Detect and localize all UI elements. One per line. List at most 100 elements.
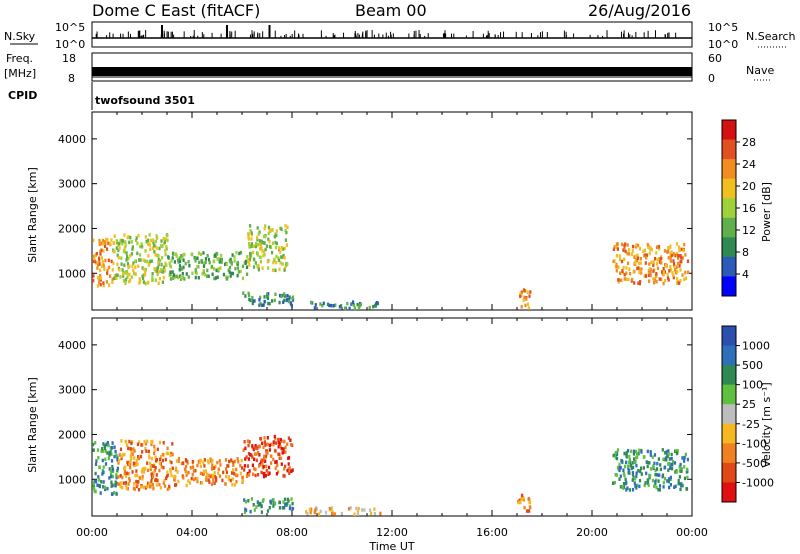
scatter-cell bbox=[279, 226, 282, 231]
scatter-cell bbox=[116, 455, 119, 460]
scatter-cell bbox=[262, 471, 265, 476]
scatter-cell bbox=[110, 484, 113, 488]
scatter-cell bbox=[125, 251, 128, 255]
scatter-cell bbox=[247, 499, 250, 503]
scatter-cell bbox=[671, 253, 674, 257]
scatter-cell bbox=[678, 248, 681, 252]
scatter-cell bbox=[129, 254, 132, 258]
scatter-cell bbox=[662, 457, 665, 462]
scatter-cell bbox=[635, 474, 638, 479]
scatter-cell bbox=[216, 257, 219, 261]
velocity-ylabel: Slant Range [km] bbox=[26, 377, 39, 473]
scatter-cell bbox=[241, 479, 245, 483]
scatter-cell bbox=[632, 449, 636, 454]
scatter-cell bbox=[267, 471, 270, 475]
scatter-cell bbox=[275, 233, 278, 238]
scatter-cell bbox=[233, 459, 236, 464]
scatter-cell bbox=[163, 265, 166, 269]
scatter-cell bbox=[250, 242, 253, 246]
scatter-cell bbox=[666, 276, 670, 280]
scatter-cell bbox=[192, 465, 195, 469]
scatter-cell bbox=[207, 274, 210, 278]
scatter-cell bbox=[254, 244, 258, 249]
scatter-cell bbox=[158, 276, 161, 281]
nsky-tick-bottom: 10^0 bbox=[55, 38, 85, 51]
scatter-cell bbox=[130, 275, 133, 279]
scatter-cell bbox=[166, 446, 169, 451]
scatter-cell bbox=[283, 298, 286, 303]
scatter-cell bbox=[154, 253, 157, 257]
scatter-cell bbox=[268, 448, 271, 452]
scatter-cell bbox=[245, 474, 249, 478]
scatter-cell bbox=[272, 502, 275, 506]
scatter-cell bbox=[274, 449, 277, 453]
scatter-cell bbox=[324, 510, 328, 515]
scatter-cell bbox=[638, 267, 641, 271]
scatter-cell bbox=[249, 229, 252, 233]
date-title: 26/Aug/2016 bbox=[588, 1, 691, 20]
scatter-cell bbox=[231, 482, 234, 487]
scatter-cell bbox=[246, 472, 249, 476]
scatter-cell bbox=[634, 260, 637, 265]
scatter-cell bbox=[92, 442, 95, 447]
scatter-cell bbox=[285, 230, 288, 235]
scatter-cell bbox=[281, 262, 284, 266]
scatter-cell bbox=[628, 252, 631, 256]
scatter-cell bbox=[224, 482, 227, 486]
scatter-cell bbox=[153, 468, 157, 473]
scatter-cell bbox=[279, 456, 283, 460]
scatter-cell bbox=[653, 484, 656, 488]
scatter-cell bbox=[169, 272, 172, 277]
scatter-cell bbox=[134, 473, 137, 478]
scatter-cell bbox=[649, 450, 652, 454]
scatter-cell bbox=[278, 300, 281, 305]
scatter-cell bbox=[209, 457, 212, 461]
scatter-cell bbox=[286, 501, 289, 506]
scatter-cell bbox=[181, 267, 184, 271]
scatter-cell bbox=[198, 260, 201, 265]
scatter-cell bbox=[165, 247, 168, 251]
colorbar-segment bbox=[722, 120, 736, 141]
scatter-cell bbox=[92, 259, 95, 264]
scatter-cell bbox=[102, 442, 105, 446]
scatter-cell bbox=[233, 259, 236, 263]
scatter-cell bbox=[290, 497, 293, 501]
scatter-cell bbox=[638, 484, 641, 489]
scatter-cell bbox=[112, 469, 115, 474]
scatter-cell bbox=[679, 462, 682, 467]
scatter-cell bbox=[257, 473, 260, 477]
scatter-cell bbox=[124, 244, 127, 248]
scatter-cell bbox=[141, 477, 144, 481]
scatter-cell bbox=[129, 465, 132, 470]
x-tick-label: 00:00 bbox=[76, 526, 108, 539]
scatter-cell bbox=[258, 239, 261, 243]
scatter-cell bbox=[616, 247, 619, 251]
scatter-cell bbox=[644, 481, 647, 485]
scatter-cell bbox=[251, 444, 254, 448]
scatter-cell bbox=[626, 251, 629, 256]
y-tick-label: 1000 bbox=[58, 267, 86, 280]
scatter-cell bbox=[163, 484, 167, 488]
scatter-cell bbox=[309, 510, 312, 515]
scatter-cell bbox=[639, 261, 642, 265]
scatter-cell bbox=[231, 471, 234, 475]
scatter-cell bbox=[657, 479, 660, 483]
scatter-cell bbox=[274, 292, 277, 297]
scatter-cell bbox=[668, 457, 671, 461]
colorbar-segment bbox=[722, 345, 736, 366]
scatter-cell bbox=[224, 262, 227, 267]
scatter-cell bbox=[667, 246, 670, 250]
scatter-cell bbox=[646, 478, 649, 482]
scatter-cell bbox=[138, 253, 142, 257]
scatter-cell bbox=[253, 508, 256, 512]
scatter-cell bbox=[347, 507, 351, 511]
scatter-cell bbox=[93, 489, 96, 493]
power-ylabel: Slant Range [km] bbox=[26, 167, 39, 263]
scatter-cell bbox=[208, 473, 211, 478]
scatter-cell bbox=[627, 468, 631, 473]
scatter-cell bbox=[519, 500, 522, 505]
scatter-cell bbox=[659, 467, 662, 472]
scatter-cell bbox=[103, 267, 106, 271]
scatter-cell bbox=[644, 261, 647, 265]
scatter-cell bbox=[291, 506, 295, 511]
